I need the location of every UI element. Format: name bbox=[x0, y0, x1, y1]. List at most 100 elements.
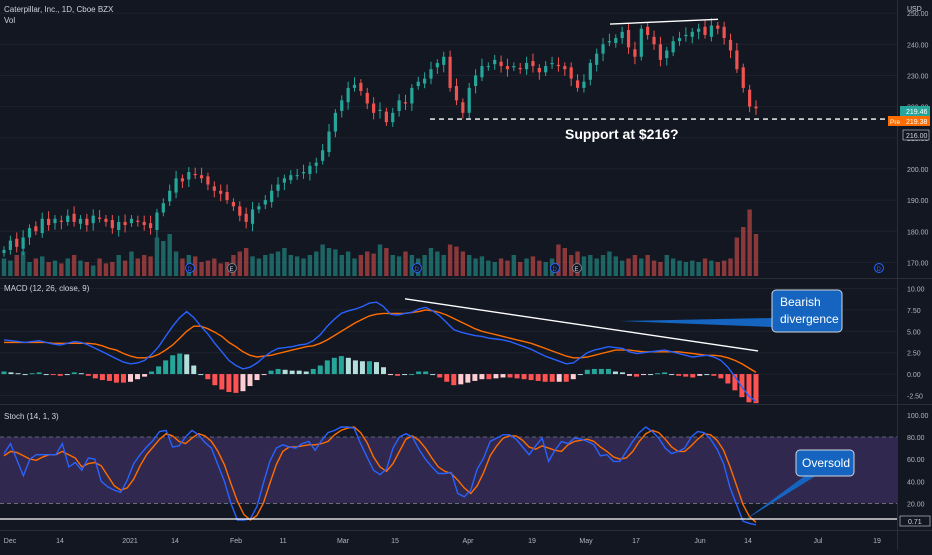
time-axis[interactable]: Dec 14 2021 14 Feb 11 Mar 15 Apr 19 May 17 Jun 14 Jul 1… bbox=[4, 538, 881, 545]
candle-body[interactable] bbox=[480, 66, 484, 78]
candle-body[interactable] bbox=[314, 162, 318, 166]
candle-body[interactable] bbox=[607, 41, 612, 43]
candle-body[interactable] bbox=[391, 112, 395, 123]
candle-body[interactable] bbox=[633, 49, 637, 57]
candle-body[interactable] bbox=[429, 69, 433, 79]
candle-body[interactable] bbox=[193, 173, 197, 176]
candle-body[interactable] bbox=[40, 218, 44, 234]
candle-body[interactable] bbox=[161, 203, 165, 213]
candle-body[interactable] bbox=[219, 190, 223, 194]
candle-body[interactable] bbox=[703, 26, 707, 35]
candle-body[interactable] bbox=[59, 220, 63, 222]
candle-body[interactable] bbox=[467, 87, 471, 113]
candle-body[interactable] bbox=[78, 218, 83, 224]
candle-body[interactable] bbox=[148, 223, 153, 229]
dividend-marker-icon[interactable]: D bbox=[874, 263, 884, 274]
candle-body[interactable] bbox=[384, 111, 388, 123]
candle-body[interactable] bbox=[110, 220, 114, 229]
candle-body[interactable] bbox=[340, 100, 344, 111]
candle-body[interactable] bbox=[365, 92, 369, 104]
candle-body[interactable] bbox=[212, 186, 216, 191]
candle-body[interactable] bbox=[301, 172, 306, 174]
candle-body[interactable] bbox=[27, 228, 32, 238]
candle-body[interactable] bbox=[225, 191, 229, 201]
candle-body[interactable] bbox=[518, 67, 522, 70]
candle-body[interactable] bbox=[136, 220, 140, 222]
candle-body[interactable] bbox=[639, 28, 643, 57]
candle-body[interactable] bbox=[327, 131, 331, 153]
candle-body[interactable] bbox=[601, 44, 605, 54]
earnings-marker-icon[interactable]: E bbox=[227, 263, 237, 274]
candle-body[interactable] bbox=[416, 81, 420, 87]
candle-body[interactable] bbox=[620, 31, 624, 39]
candle-body[interactable] bbox=[754, 106, 758, 109]
candle-body[interactable] bbox=[473, 75, 478, 87]
candle-body[interactable] bbox=[652, 36, 656, 45]
candle-body[interactable] bbox=[448, 56, 452, 88]
candle-body[interactable] bbox=[512, 66, 516, 68]
candle-body[interactable] bbox=[97, 217, 102, 219]
divergence-trendline[interactable] bbox=[404, 298, 759, 352]
candle-body[interactable] bbox=[104, 218, 108, 222]
candle-body[interactable] bbox=[671, 41, 675, 53]
candle-body[interactable] bbox=[15, 238, 19, 247]
candle-body[interactable] bbox=[537, 67, 541, 73]
candle-body[interactable] bbox=[461, 102, 465, 113]
candle-body[interactable] bbox=[263, 200, 267, 205]
candle-body[interactable] bbox=[677, 38, 682, 42]
candle-body[interactable] bbox=[289, 175, 293, 181]
candle-body[interactable] bbox=[410, 87, 414, 104]
candle-body[interactable] bbox=[174, 178, 178, 193]
candle-body[interactable] bbox=[333, 112, 337, 132]
candle-body[interactable] bbox=[735, 50, 739, 70]
support-annotation[interactable]: Support at $216? bbox=[565, 126, 679, 142]
candle-body[interactable] bbox=[646, 26, 650, 35]
dividend-marker-icon[interactable]: D bbox=[185, 263, 195, 274]
candle-body[interactable] bbox=[372, 103, 376, 113]
candle-body[interactable] bbox=[85, 218, 89, 226]
candle-body[interactable] bbox=[493, 59, 497, 65]
candle-body[interactable] bbox=[123, 221, 127, 226]
candle-body[interactable] bbox=[231, 201, 236, 207]
candle-body[interactable] bbox=[575, 80, 580, 88]
candle-body[interactable] bbox=[187, 172, 191, 180]
candle-body[interactable] bbox=[728, 39, 733, 51]
candle-body[interactable] bbox=[595, 53, 599, 65]
oversold-callout[interactable]: Oversold bbox=[745, 449, 855, 520]
candle-body[interactable] bbox=[321, 150, 325, 161]
candle-body[interactable] bbox=[250, 209, 255, 224]
macd-signal-line[interactable] bbox=[4, 309, 757, 373]
dividend-marker-icon[interactable]: D bbox=[412, 263, 422, 274]
candle-body[interactable] bbox=[524, 62, 529, 70]
candle-body[interactable] bbox=[352, 84, 357, 88]
candle-body[interactable] bbox=[423, 78, 427, 84]
candle-body[interactable] bbox=[129, 218, 134, 224]
candle-body[interactable] bbox=[582, 81, 586, 88]
candle-body[interactable] bbox=[544, 66, 548, 73]
macd-title[interactable]: MACD (12, 26, close, 9) bbox=[4, 284, 90, 293]
candle-body[interactable] bbox=[199, 175, 204, 179]
candle-body[interactable] bbox=[346, 87, 350, 103]
candle-body[interactable] bbox=[270, 190, 274, 202]
candle-body[interactable] bbox=[614, 38, 618, 44]
candle-body[interactable] bbox=[238, 206, 242, 216]
candle-body[interactable] bbox=[142, 221, 146, 226]
candle-body[interactable] bbox=[665, 50, 669, 58]
candle-body[interactable] bbox=[21, 237, 25, 249]
macd-line[interactable] bbox=[3, 301, 757, 402]
candle-body[interactable] bbox=[244, 213, 248, 222]
candle-body[interactable] bbox=[454, 86, 459, 101]
candle-body[interactable] bbox=[168, 190, 172, 202]
candle-body[interactable] bbox=[180, 178, 185, 182]
candle-body[interactable] bbox=[556, 64, 561, 67]
candle-body[interactable] bbox=[403, 102, 408, 104]
bearish-divergence-callout[interactable]: Bearish divergence bbox=[620, 289, 843, 333]
top-trendline[interactable] bbox=[609, 18, 719, 25]
candle-body[interactable] bbox=[257, 206, 261, 210]
candle-body[interactable] bbox=[722, 26, 726, 39]
stoch-title[interactable]: Stoch (14, 1, 3) bbox=[4, 412, 59, 421]
candle-body[interactable] bbox=[697, 28, 701, 32]
candle-body[interactable] bbox=[741, 67, 745, 88]
stoch-d-line[interactable] bbox=[3, 426, 757, 523]
